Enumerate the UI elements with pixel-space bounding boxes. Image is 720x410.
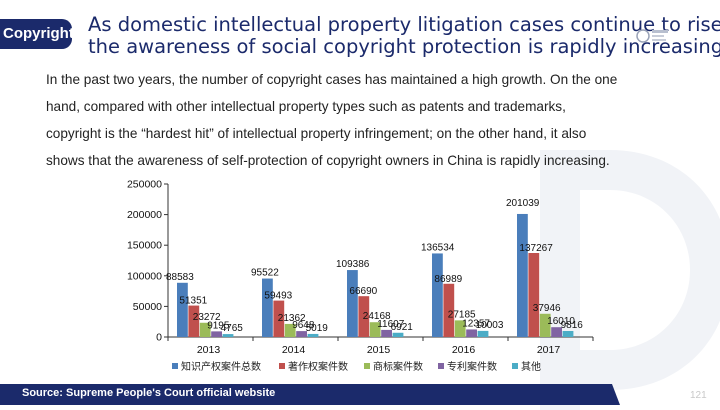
data-label: 21362 — [278, 313, 306, 324]
data-label: 95522 — [251, 268, 279, 279]
bar — [347, 270, 358, 337]
data-label: 37946 — [533, 303, 561, 314]
page-number: 121 — [690, 390, 707, 401]
bar — [296, 331, 307, 337]
legend-swatch — [172, 363, 178, 369]
bar — [381, 329, 392, 337]
legend-swatch — [438, 363, 444, 369]
bar — [177, 282, 188, 337]
bar — [432, 253, 443, 337]
slide-title: As domestic intellectual property litiga… — [88, 13, 720, 58]
y-tick-label: 200000 — [127, 209, 162, 221]
bar — [477, 330, 489, 337]
data-label: 9195 — [207, 320, 230, 331]
data-label: 201039 — [506, 198, 540, 209]
section-tag: Copyright — [0, 19, 72, 49]
background-watermark-shape — [540, 150, 720, 410]
source-note: Source: Supreme People's Court official … — [22, 387, 276, 399]
data-label: 6921 — [391, 322, 414, 333]
legend-label: 知识产权案件总数 — [181, 360, 261, 373]
legend-swatch — [512, 363, 518, 369]
legend-label: 著作权案件数 — [288, 360, 348, 373]
y-tick-label: 100000 — [127, 270, 162, 282]
bar — [443, 283, 455, 337]
bar — [358, 296, 370, 337]
bar-chart: 0 50000 100000 150000 200000 250000 2013 88583 5… — [127, 179, 594, 373]
x-tick-label: 2016 — [452, 344, 476, 356]
body-line: copyright is the “hardest hit” of intell… — [46, 126, 587, 141]
bar — [454, 320, 466, 337]
data-label: 88583 — [166, 272, 194, 283]
data-label: 66690 — [349, 286, 377, 297]
data-label: 4765 — [221, 323, 244, 334]
data-label: 23272 — [193, 312, 221, 323]
data-label: 86989 — [434, 274, 462, 285]
x-tick-label: 2013 — [197, 344, 221, 356]
title-line-1: As domestic intellectual property litiga… — [88, 13, 720, 36]
logo-icon — [636, 29, 668, 43]
data-label: 11607 — [377, 319, 405, 330]
bar — [199, 322, 211, 337]
data-label: 10003 — [476, 320, 504, 331]
body-line: hand, compared with other intellectual p… — [46, 99, 566, 114]
bar — [551, 327, 562, 337]
bar — [517, 213, 528, 337]
bar — [188, 305, 200, 337]
y-tick-label: 250000 — [127, 179, 162, 191]
legend-label: 专利案件数 — [447, 360, 497, 373]
bar — [222, 334, 234, 337]
bar — [307, 333, 319, 337]
data-label: 109386 — [336, 259, 370, 270]
bar — [528, 252, 540, 337]
data-label: 51351 — [179, 296, 207, 307]
data-label: 59493 — [264, 291, 292, 302]
y-tick-label: 150000 — [127, 240, 162, 252]
footer-bar — [0, 384, 612, 405]
bar — [211, 331, 222, 337]
bar — [262, 278, 273, 337]
legend-swatch — [279, 363, 285, 369]
x-tick-label: 2015 — [367, 344, 391, 356]
legend-label: 商标案件数 — [373, 360, 423, 373]
data-label: 136534 — [421, 242, 455, 253]
body-line: shows that the awareness of self-protect… — [46, 153, 610, 168]
bar — [466, 329, 477, 337]
footer-edge-shape — [600, 384, 620, 405]
data-label: 27185 — [448, 309, 476, 320]
legend-label: 其他 — [521, 360, 541, 373]
data-label: 24168 — [363, 311, 391, 322]
x-tick-label: 2014 — [282, 344, 306, 356]
legend-swatch — [364, 363, 370, 369]
data-label: 9816 — [561, 320, 584, 331]
bar — [392, 332, 404, 337]
bar — [562, 330, 574, 337]
data-label: 12357 — [462, 318, 490, 329]
bar — [539, 313, 551, 337]
body-paragraph: In the past two years, the number of cop… — [46, 66, 711, 174]
data-label: 137267 — [519, 243, 553, 254]
data-label: 5019 — [306, 323, 329, 334]
data-label: 9648 — [292, 320, 315, 331]
bar — [273, 300, 285, 337]
x-tick-label: 2017 — [537, 344, 561, 356]
bar — [284, 323, 296, 337]
y-tick-label: 50000 — [133, 301, 162, 313]
bar — [369, 322, 381, 337]
body-line: In the past two years, the number of cop… — [46, 72, 618, 87]
y-tick-label: 0 — [156, 332, 162, 344]
title-line-2: the awareness of social copyright protec… — [88, 35, 720, 58]
data-label: 16010 — [547, 316, 575, 327]
